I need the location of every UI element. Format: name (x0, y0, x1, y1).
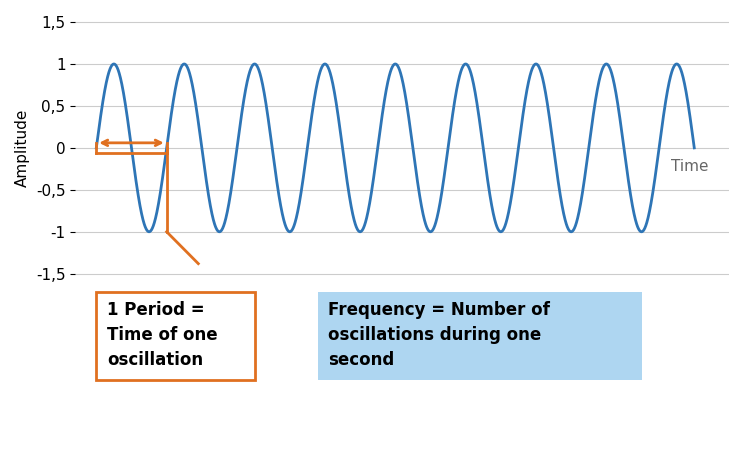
Text: Frequency = Number of
oscillations during one
second: Frequency = Number of oscillations durin… (329, 301, 550, 369)
Text: Time: Time (671, 159, 708, 174)
Y-axis label: Amplitude: Amplitude (15, 109, 30, 187)
FancyBboxPatch shape (318, 292, 641, 380)
FancyBboxPatch shape (96, 292, 255, 380)
Text: 1 Period =
Time of one
oscillation: 1 Period = Time of one oscillation (107, 301, 217, 369)
